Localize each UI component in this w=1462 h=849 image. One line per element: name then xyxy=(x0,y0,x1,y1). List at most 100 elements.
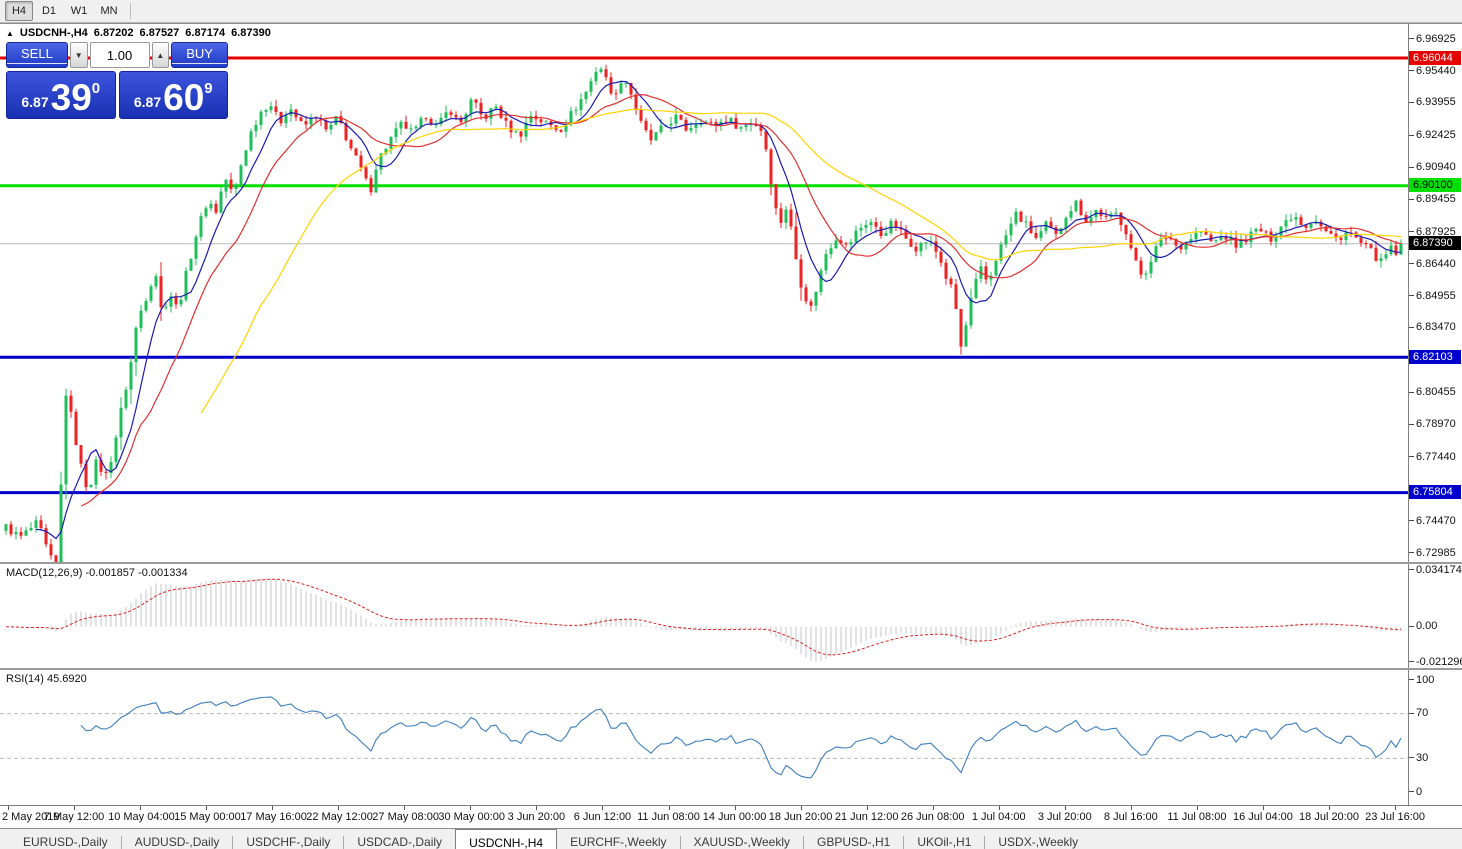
time-tick xyxy=(668,806,670,810)
time-tick xyxy=(140,806,142,810)
time-tick xyxy=(74,806,76,810)
macd-section: MACD(12,26,9) -0.001857 -0.001334 0.0341… xyxy=(0,562,1462,668)
price-tick: 6.83470 xyxy=(1409,321,1456,334)
time-label: 21 Jun 12:00 xyxy=(834,811,899,823)
chart-tab-audusd[interactable]: AUDUSD-,Daily xyxy=(134,835,220,849)
macd-label: MACD(12,26,9) -0.001857 -0.001334 xyxy=(6,567,188,579)
price-tick: 6.89455 xyxy=(1409,193,1456,205)
chart-tab-eurusd[interactable]: EURUSD-,Daily xyxy=(23,835,108,849)
price-axis[interactable]: 6.96925 6.95440 6.93955 6.92425 6.90940 6.894… xyxy=(1408,24,1462,562)
time-tick xyxy=(1064,806,1066,810)
macd-axis-tick: 0.034174 xyxy=(1409,563,1462,576)
sell-price-box[interactable]: 6.87 39 0 xyxy=(6,71,116,119)
time-tick xyxy=(1395,806,1397,810)
chart-tab-usdcnh[interactable]: USDCNH-,H4 xyxy=(455,829,558,849)
chart-tab-ukoil[interactable]: UKOil-,H1 xyxy=(917,835,972,849)
time-label: 2 May 2019 xyxy=(2,811,60,823)
price-tick: 6.87925 xyxy=(1409,225,1456,238)
macd-axis-tick: 0.00 xyxy=(1409,620,1438,633)
timeframe-toolbar: H4 D1 W1 MN xyxy=(0,0,1462,23)
time-label: 11 Jun 08:00 xyxy=(637,811,700,823)
level-price-label: 6.75804 xyxy=(1409,485,1461,500)
time-label: 26 Jun 08:00 xyxy=(900,811,965,823)
macd-axis[interactable]: 0.034174 0.00 -0.021296 xyxy=(1408,563,1462,668)
tab-separator xyxy=(232,835,234,849)
time-label: 17 May 16:00 xyxy=(240,811,307,823)
time-tick xyxy=(1329,806,1330,810)
collapse-panel-icon[interactable]: ▲ xyxy=(6,28,14,38)
ohlc-low: 6.87174 xyxy=(185,27,226,39)
price-tick: 6.93955 xyxy=(1409,96,1456,109)
chart-title: ▲ USDCNH-,H4 6.87202 6.87527 6.87174 6.8… xyxy=(6,27,271,39)
price-tick: 6.96925 xyxy=(1409,32,1456,45)
timeframe-button-w1[interactable]: W1 xyxy=(70,5,88,17)
price-tick: 6.92425 xyxy=(1409,129,1456,142)
rsi-panel[interactable]: RSI(14) 45.6920 xyxy=(0,670,1408,805)
price-tick: 6.72985 xyxy=(1409,546,1456,559)
time-tick xyxy=(866,806,868,810)
volume-decrement-button[interactable]: ▼ xyxy=(69,42,88,68)
chart-tab-eurchf[interactable]: EURCHF-,Weekly xyxy=(570,835,667,849)
price-chart-canvas[interactable]: ▲ USDCNH-,H4 6.87202 6.87527 6.87174 6.8… xyxy=(0,24,1408,562)
symbol-timeframe-label: USDCNH-,H4 xyxy=(19,27,88,39)
buy-button[interactable]: BUY xyxy=(171,42,228,68)
time-label: 3 Jun 20:00 xyxy=(507,811,566,823)
price-tick: 6.90940 xyxy=(1409,161,1456,174)
ohlc-open: 6.87202 xyxy=(93,27,134,39)
sell-button[interactable]: SELL xyxy=(6,42,68,68)
time-tick xyxy=(338,806,340,810)
time-tick xyxy=(1196,806,1198,810)
chart-window: ▲ USDCNH-,H4 6.87202 6.87527 6.87174 6.8… xyxy=(0,23,1462,828)
rsi-label: RSI(14) 45.6920 xyxy=(6,673,87,685)
timeframe-button-d1[interactable]: D1 xyxy=(41,5,57,17)
price-tick: 6.77440 xyxy=(1409,450,1456,463)
time-tick xyxy=(206,806,208,810)
timeframe-button-h4[interactable]: H4 xyxy=(5,1,33,21)
rsi-axis-tick: 0 xyxy=(1409,785,1423,798)
macd-panel[interactable]: MACD(12,26,9) -0.001857 -0.001334 xyxy=(0,564,1408,668)
chart-tab-usdx[interactable]: USDX-,Weekly xyxy=(998,835,1079,849)
timeframe-button-mn[interactable]: MN xyxy=(100,5,118,17)
rsi-chart xyxy=(0,696,1408,779)
time-label: 27 May 08:00 xyxy=(372,811,439,823)
rsi-section: RSI(14) 45.6920 100 70 30 0 xyxy=(0,668,1462,805)
time-tick xyxy=(8,806,9,810)
level-price-label: 6.90100 xyxy=(1409,178,1461,193)
time-label: 10 May 04:00 xyxy=(108,811,175,823)
chart-tab-usdchf[interactable]: USDCHF-,Daily xyxy=(246,835,331,849)
price-tick: 6.86440 xyxy=(1409,257,1456,270)
volume-input[interactable] xyxy=(89,42,150,68)
rsi-axis-tick: 30 xyxy=(1409,751,1429,764)
chart-tab-gbpusd[interactable]: GBPUSD-,H1 xyxy=(817,835,891,849)
time-tick xyxy=(1130,806,1132,810)
price-tick: 6.95440 xyxy=(1409,64,1456,77)
buy-price-box[interactable]: 6.87 60 9 xyxy=(118,71,228,119)
time-label: 30 May 00:00 xyxy=(438,811,505,823)
time-label: 8 Jul 16:00 xyxy=(1103,811,1158,823)
rsi-axis-tick: 70 xyxy=(1409,707,1429,720)
volume-increment-button[interactable]: ▲ xyxy=(151,42,170,68)
time-tick xyxy=(272,806,274,810)
time-label: 3 Jul 20:00 xyxy=(1037,811,1092,823)
time-tick xyxy=(800,806,802,810)
price-tick: 6.74470 xyxy=(1409,514,1456,527)
tab-separator xyxy=(803,835,804,849)
time-label: 6 Jun 12:00 xyxy=(573,811,632,823)
chart-tab-usdcad[interactable]: USDCAD-,Daily xyxy=(357,835,443,849)
time-label: 23 Jul 16:00 xyxy=(1365,811,1426,823)
toolbar-separator xyxy=(130,3,131,19)
rsi-axis[interactable]: 100 70 30 0 xyxy=(1408,670,1462,805)
chart-tab-xauusd[interactable]: XAUUSD-,Weekly xyxy=(693,835,790,849)
time-label: 7 May 12:00 xyxy=(43,811,105,823)
level-price-label: 6.82103 xyxy=(1409,349,1461,364)
time-tick xyxy=(998,806,1000,810)
tab-separator xyxy=(903,835,905,849)
current-price-label: 6.87390 xyxy=(1409,236,1461,251)
time-axis[interactable]: 2 May 2019 7 May 12:00 10 May 04:00 15 May … xyxy=(0,805,1462,828)
macd-chart xyxy=(5,577,1402,662)
time-label: 14 Jun 00:00 xyxy=(702,811,767,823)
time-tick xyxy=(734,806,736,810)
rsi-value: 45.6920 xyxy=(46,673,87,685)
macd-values: -0.001857 -0.001334 xyxy=(85,567,188,579)
time-label: 11 Jul 08:00 xyxy=(1167,811,1227,823)
